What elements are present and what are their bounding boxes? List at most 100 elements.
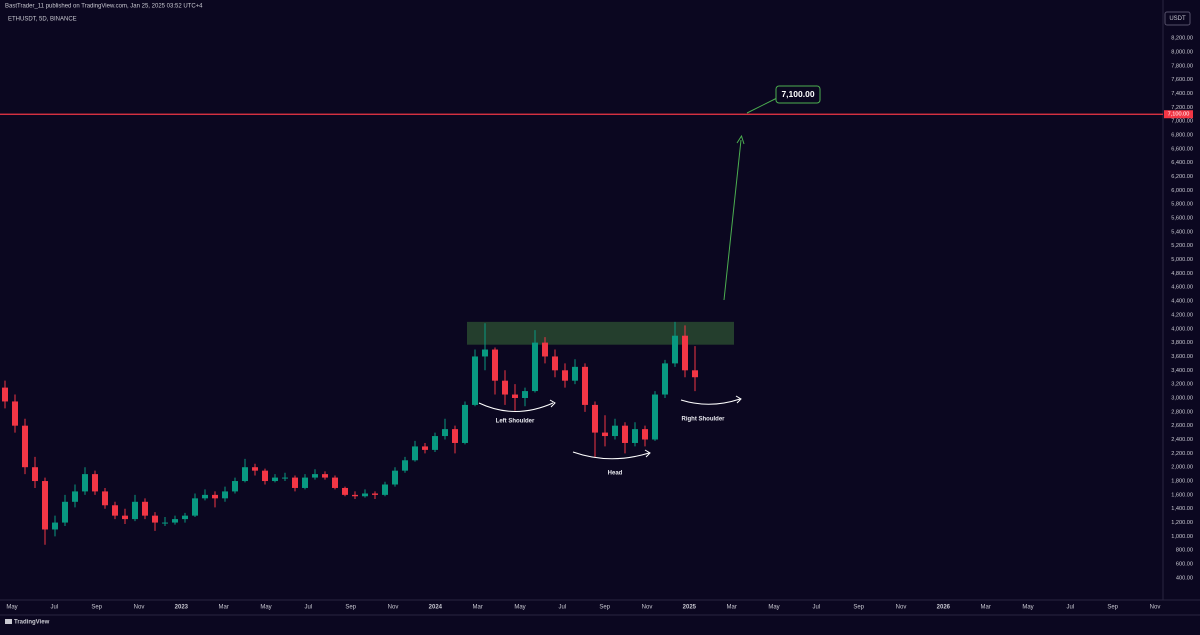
y-tick-label: 1,200.00 [1171,520,1193,526]
candle-body [262,470,268,482]
candle-body [372,493,378,495]
candle-body [562,370,568,381]
candle-body [692,370,698,378]
x-tick-label: May [260,605,271,611]
candle-body [252,467,258,471]
x-tick-label: Sep [345,605,356,611]
y-tick-label: 7,800.00 [1171,63,1193,69]
y-tick-label: 6,800.00 [1171,132,1193,138]
candle-body [102,491,108,506]
x-tick-label: Jul [812,605,820,611]
x-tick-label: Nov [642,605,653,611]
candle-body [402,460,408,471]
candle-body [142,501,148,516]
candle-body [472,356,478,405]
pattern-curve [478,402,554,412]
currency-button[interactable] [1164,11,1191,26]
y-tick-label: 1,000.00 [1171,534,1193,540]
candle-body [642,429,648,440]
target-price-label: 7,100.00 [1168,112,1190,118]
candle-body [92,474,98,492]
x-tick-label: Mar [980,605,990,611]
y-tick-label: 3,400.00 [1171,368,1193,374]
candle-body [292,477,298,488]
candle-body [52,522,58,530]
candle-body [412,446,418,461]
pattern-curve [572,451,650,460]
candle-body [162,522,168,524]
y-tick-label: 2,600.00 [1171,423,1193,429]
y-tick-label: 6,600.00 [1171,146,1193,152]
x-tick-label: Jul [50,605,58,611]
currency-button-label[interactable]: USDT [1169,16,1186,22]
x-tick-label: Mar [726,605,736,611]
x-tick-label: Sep [599,605,610,611]
candle-body [182,515,188,520]
candle-body [232,481,238,492]
x-tick-label: Mar [472,605,482,611]
callout-leader [746,97,778,114]
candle-body [522,391,528,398]
candle-body [82,474,88,492]
candle-body [32,467,38,482]
arrow-head [736,134,745,145]
projection-arrow [723,139,742,301]
y-tick-label: 6,000.00 [1171,188,1193,194]
y-tick-label: 3,800.00 [1171,340,1193,346]
candle-body [572,366,578,381]
candle-body [212,494,218,499]
y-tick-label: 2,000.00 [1171,465,1193,471]
x-tick-label: May [1022,605,1033,611]
logo-icon [5,619,12,624]
pattern-label: Right Shoulder [682,417,726,423]
callout-label: 7,100.00 [781,89,814,99]
candle-body [282,477,288,479]
candle-body [302,477,308,488]
x-tick-label: Nov [388,605,399,611]
candle-body [62,501,68,523]
y-tick-label: 1,600.00 [1171,492,1193,498]
y-tick-label: 5,600.00 [1171,216,1193,222]
y-tick-label: 3,000.00 [1171,395,1193,401]
candle-body [172,519,178,523]
candle-body [662,363,668,395]
candle-body [12,401,18,426]
candle-body [612,425,618,437]
candle-body [422,446,428,450]
y-tick-label: 4,400.00 [1171,299,1193,305]
target-price-tag [1164,110,1193,119]
candle-body [492,349,498,381]
y-tick-label: 4,800.00 [1171,271,1193,277]
y-tick-label: 5,400.00 [1171,229,1193,235]
pattern-curve [680,398,741,405]
arrow-head [735,395,742,404]
candle-body [152,515,158,523]
y-tick-label: 8,000.00 [1171,49,1193,55]
candle-body [332,477,338,488]
candle-body [592,404,598,433]
y-tick-label: 4,200.00 [1171,312,1193,318]
y-tick-label: 4,600.00 [1171,285,1193,291]
publisher: BastTrader_11 published on TradingView.c… [5,4,203,10]
x-tick-label: 2026 [937,605,951,611]
resistance-zone [467,321,734,345]
candle-body [362,493,368,497]
candle-body [342,487,348,495]
pattern-label: Left Shoulder [496,419,535,425]
candle-body [272,477,278,482]
candle-body [632,429,638,443]
x-tick-label: Jul [304,605,312,611]
candle-body [652,394,658,440]
y-tick-label: 3,600.00 [1171,354,1193,360]
candle-body [512,394,518,398]
plot [2,321,734,545]
candle-body [502,380,508,395]
candle-body [112,505,118,516]
x-tick-label: Sep [1107,605,1118,611]
arrow-head [549,399,556,408]
y-tick-label: 8,200.00 [1171,36,1193,42]
y-tick-label: 6,400.00 [1171,160,1193,166]
